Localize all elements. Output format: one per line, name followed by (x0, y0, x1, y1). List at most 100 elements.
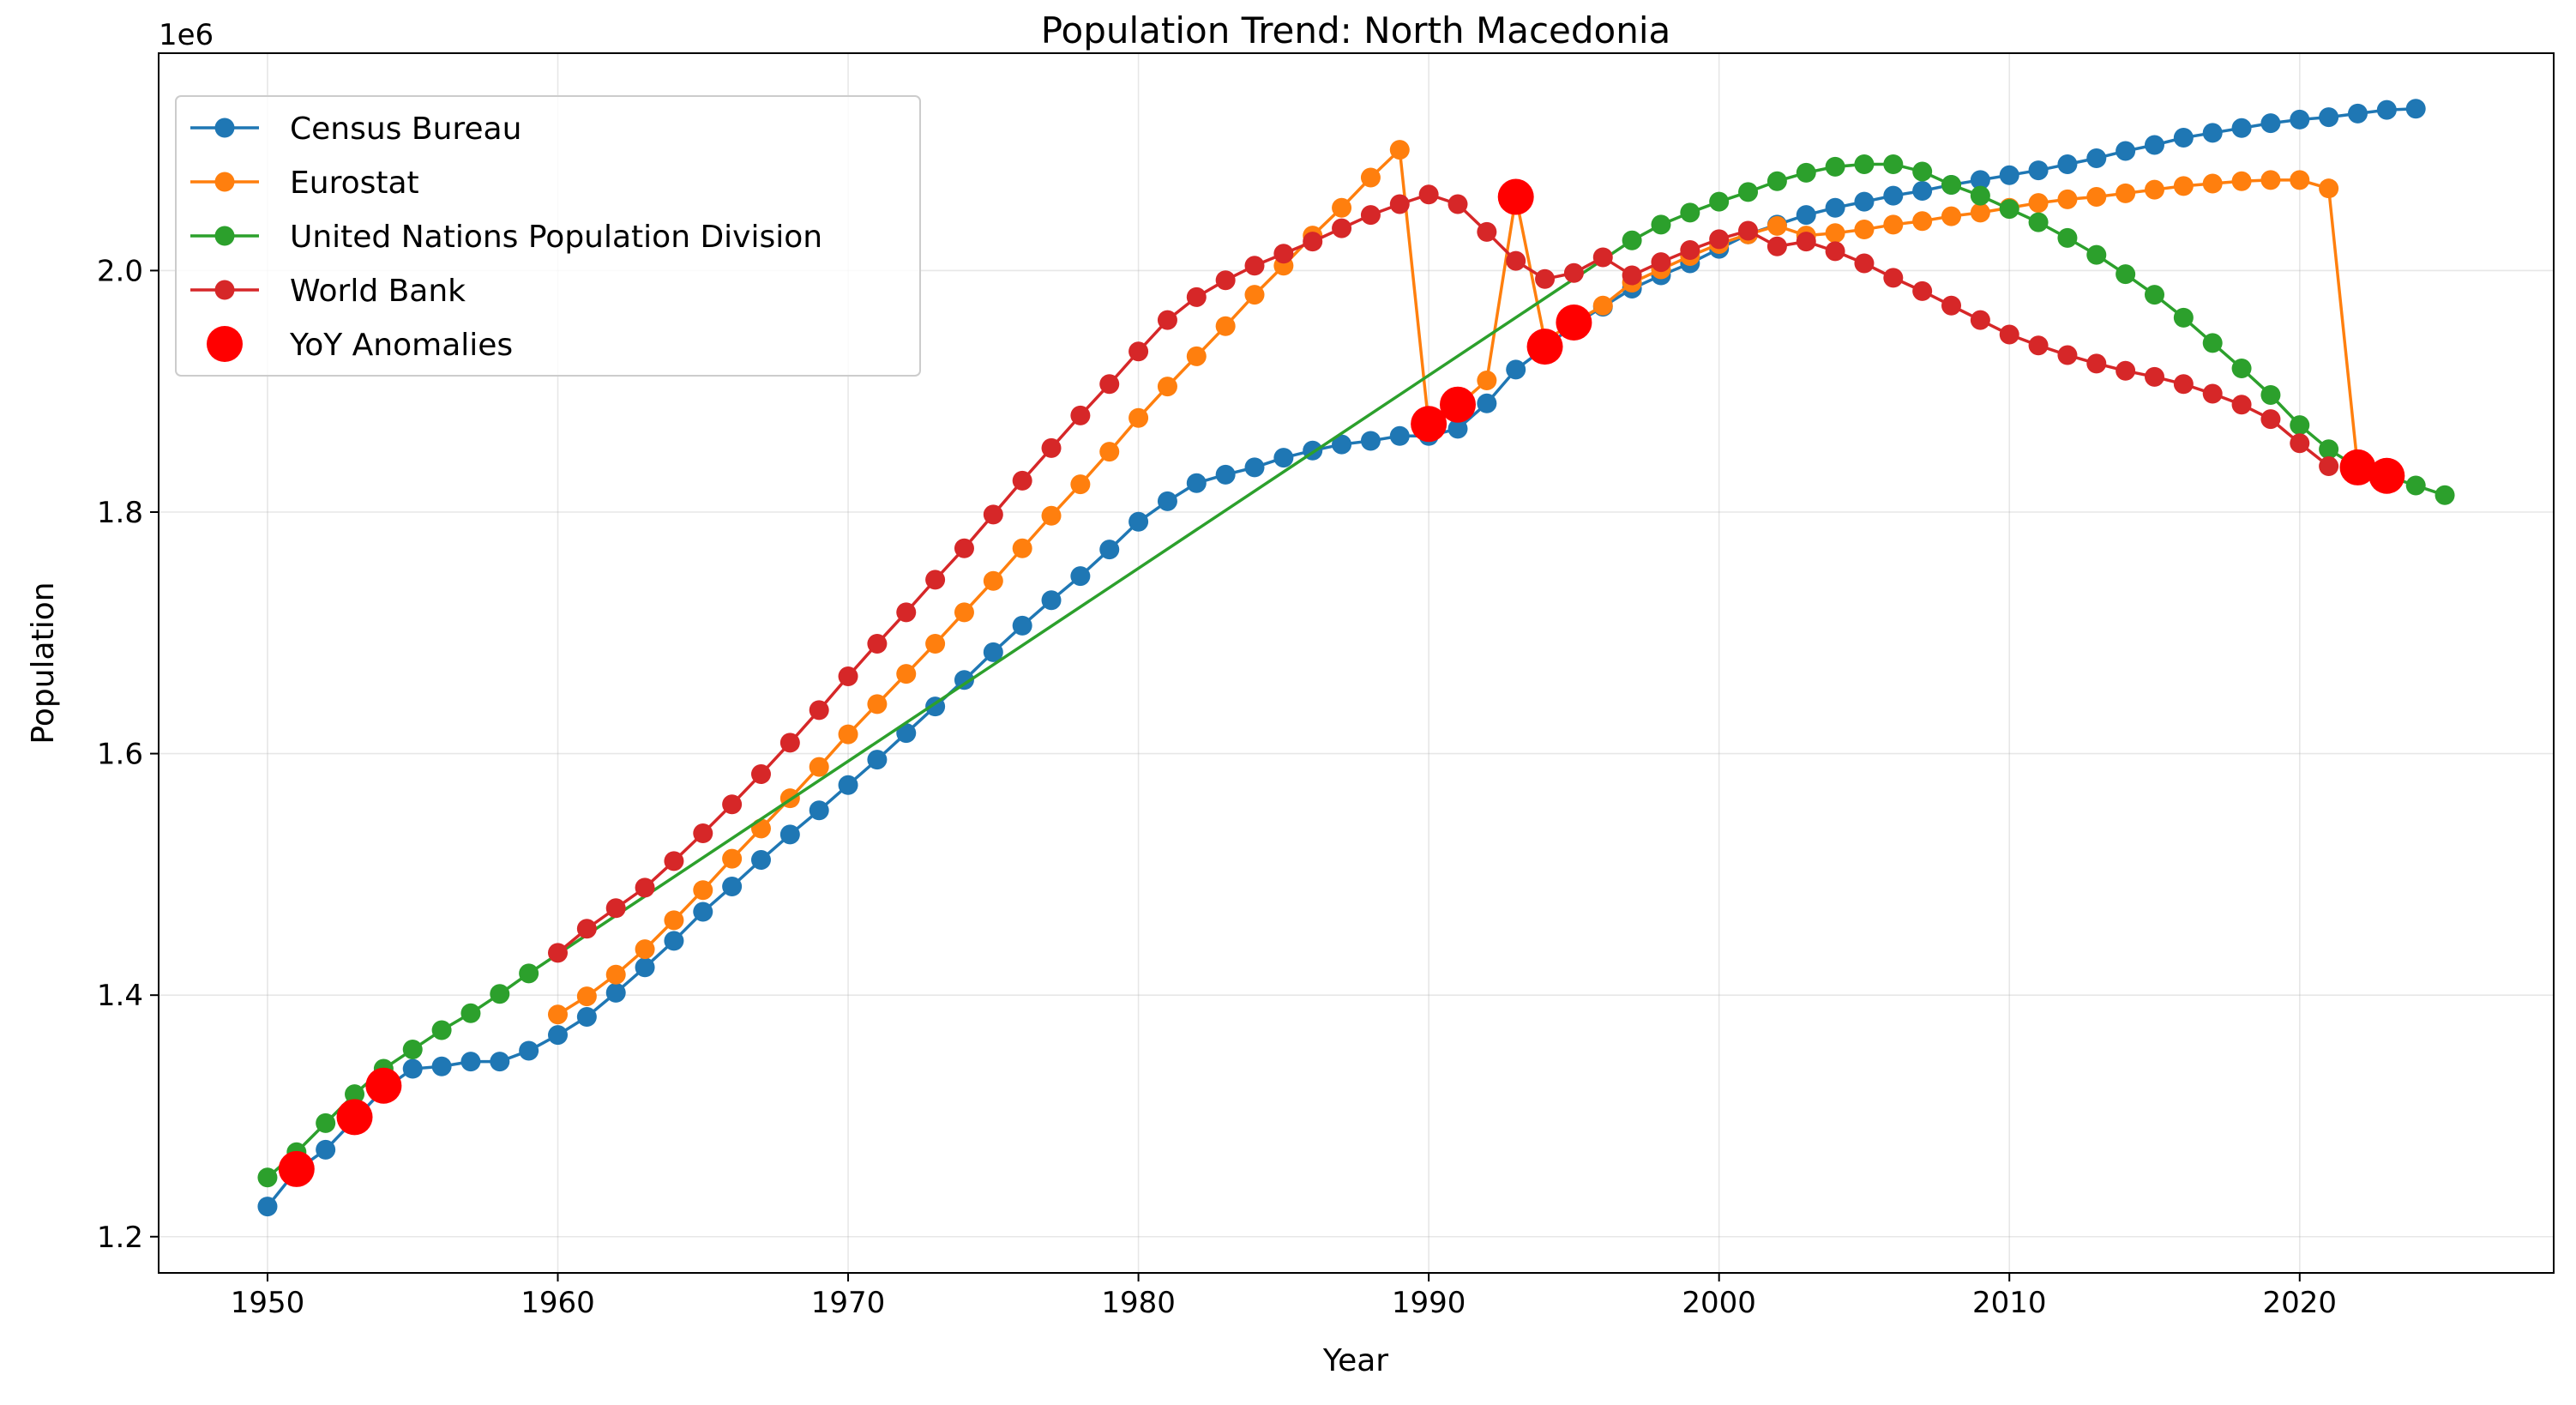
data-point-census-bureau (2086, 148, 2107, 168)
data-point-united-nations-population-division (2290, 415, 2310, 436)
data-point-world-bank (2145, 366, 2164, 387)
data-point-census-bureau (2202, 123, 2223, 143)
data-point-united-nations-population-division (2202, 333, 2223, 353)
data-point-united-nations-population-division (2028, 212, 2049, 232)
data-point-united-nations-population-division (2435, 485, 2455, 505)
y-tick-label: 1.8 (97, 496, 143, 530)
data-point-united-nations-population-division (2260, 384, 2281, 405)
legend: Census Bureau Eurostat United Nations Popu… (175, 95, 921, 377)
data-point-world-bank (1099, 374, 1120, 395)
data-point-census-bureau (257, 1197, 278, 1217)
legend-frame (175, 95, 921, 377)
data-point-census-bureau (1447, 419, 1468, 439)
legend-item-census-bureau: Census Bureau (190, 112, 521, 147)
data-point-united-nations-population-division (2145, 285, 2164, 305)
data-point-census-bureau (2028, 160, 2049, 181)
data-point-census-bureau (635, 957, 655, 978)
data-point-eurostat (1389, 140, 1410, 160)
y-tick-label: 2.0 (97, 254, 143, 288)
data-point-world-bank (1738, 220, 1759, 241)
data-point-world-bank (2028, 335, 2049, 356)
data-point-census-bureau (954, 670, 974, 690)
data-point-world-bank (1563, 262, 1584, 283)
data-point-united-nations-population-division (1883, 154, 1904, 175)
data-point-eurostat (2202, 173, 2223, 194)
legend-swatch-marker (207, 326, 243, 362)
data-point-world-bank (1506, 250, 1526, 271)
data-point-world-bank (983, 504, 1003, 525)
data-point-world-bank (896, 602, 917, 623)
data-point-census-bureau (1129, 511, 1149, 532)
data-point-census-bureau (838, 775, 858, 795)
data-point-eurostat (1157, 377, 1177, 397)
data-point-census-bureau (1999, 165, 2019, 185)
data-point-world-bank (1680, 239, 1700, 260)
plot-frame (158, 52, 2555, 1274)
legend-item-eurostat: Eurostat (190, 166, 419, 201)
data-point-census-bureau (1389, 425, 1410, 446)
data-point-united-nations-population-division (2057, 227, 2078, 248)
data-point-world-bank (1651, 252, 1671, 273)
data-point-census-bureau (2057, 154, 2078, 175)
data-point-eurostat (983, 570, 1003, 591)
data-point-eurostat (2057, 189, 2078, 209)
data-point-world-bank (2173, 374, 2194, 395)
data-point-eurostat (1215, 316, 1236, 336)
data-point-census-bureau (2173, 128, 2194, 148)
data-point-world-bank (1883, 268, 1904, 288)
data-point-united-nations-population-division (2405, 475, 2426, 496)
data-point-census-bureau (2347, 103, 2368, 124)
data-point-world-bank (925, 570, 946, 590)
data-point-eurostat (2290, 170, 2310, 190)
data-point-united-nations-population-division (2173, 307, 2194, 328)
x-tick-label: 1960 (521, 1286, 595, 1320)
data-point-world-bank (1709, 229, 1730, 250)
data-point-world-bank (1332, 218, 1352, 238)
data-point-census-bureau (809, 800, 829, 821)
data-point-world-bank (809, 700, 829, 721)
data-point-eurostat (750, 818, 771, 839)
data-point-census-bureau (2405, 99, 2426, 119)
data-point-world-bank (2116, 360, 2136, 381)
data-point-world-bank (1999, 324, 2019, 345)
data-point-united-nations-population-division (1941, 174, 1962, 195)
data-point-world-bank (1360, 205, 1381, 226)
legend-label: World Bank (290, 274, 466, 309)
data-point-united-nations-population-division (2231, 358, 2252, 378)
data-point-census-bureau (983, 642, 1003, 662)
data-point-world-bank (1447, 194, 1468, 214)
legend-swatch-marker (214, 118, 235, 138)
data-point-census-bureau (1360, 431, 1381, 451)
y-axis: 1.2 1.4 1.6 1.8 2.0 (97, 254, 159, 1255)
data-point-eurostat (1244, 285, 1265, 305)
data-point-world-bank (867, 633, 888, 654)
data-point-world-bank (1303, 232, 1323, 252)
data-point-eurostat (1360, 167, 1381, 188)
data-point-eurostat (1186, 346, 1207, 366)
data-point-world-bank (635, 877, 655, 898)
x-tick-label: 1980 (1101, 1286, 1176, 1320)
legend-item-yoy-anomalies: YoY Anomalies (207, 326, 513, 363)
anomaly-point (1411, 406, 1447, 443)
data-point-world-bank (1941, 295, 1962, 316)
data-point-united-nations-population-division (1825, 156, 1845, 177)
data-point-world-bank (1766, 236, 1787, 256)
data-point-united-nations-population-division (1970, 185, 1990, 206)
series-world-bank (548, 184, 2339, 963)
y-tick-label: 1.4 (97, 979, 143, 1013)
data-point-eurostat (1970, 202, 1990, 223)
anomaly-point (1556, 304, 1592, 341)
data-point-eurostat (838, 724, 858, 745)
data-point-census-bureau (1883, 185, 1904, 206)
data-point-world-bank (838, 666, 858, 686)
data-point-eurostat (1041, 505, 1062, 526)
data-point-census-bureau (1157, 491, 1177, 511)
data-point-census-bureau (1796, 205, 1816, 226)
data-point-census-bureau (431, 1056, 452, 1076)
data-point-world-bank (1854, 253, 1875, 274)
y-axis-title: Population (26, 582, 61, 744)
data-point-eurostat (1825, 223, 1845, 244)
data-point-census-bureau (1041, 590, 1062, 611)
data-point-eurostat (867, 694, 888, 715)
data-point-united-nations-population-division (1854, 154, 1875, 175)
